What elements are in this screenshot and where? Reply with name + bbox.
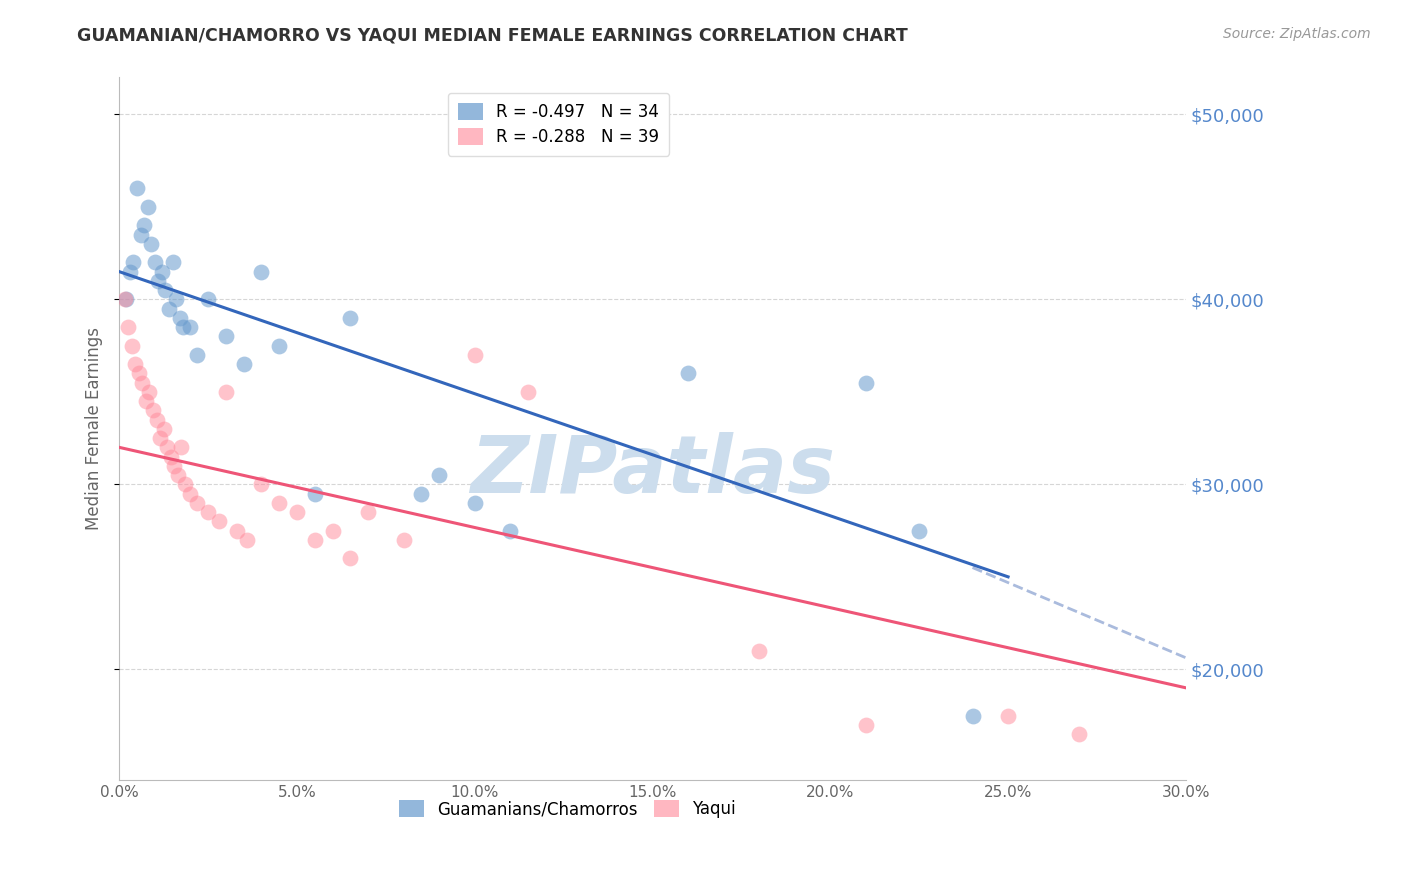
Text: ZIPatlas: ZIPatlas [470,432,835,510]
Point [143,255,166,269]
Point [141,236,163,251]
Point [162,255,184,269]
Point [339,551,361,566]
Point [129,227,152,242]
Point [232,357,254,371]
Point [174,477,197,491]
Point [122,255,145,269]
Point [250,477,273,491]
Point [114,293,136,307]
Point [464,348,486,362]
Point [962,708,984,723]
Point [124,357,146,371]
Point [215,329,238,343]
Point [142,403,165,417]
Point [138,384,160,399]
Point [499,524,522,538]
Point [165,293,187,307]
Point [269,496,291,510]
Point [236,533,259,547]
Point [149,431,172,445]
Point [156,441,179,455]
Point [1069,727,1091,741]
Point [150,265,173,279]
Point [125,181,148,195]
Point [186,348,208,362]
Point [118,265,141,279]
Point [208,514,231,528]
Point [304,533,326,547]
Point [157,301,180,316]
Point [464,496,486,510]
Point [997,708,1019,723]
Point [285,505,308,519]
Point [179,320,201,334]
Point [131,376,153,390]
Point [172,320,194,334]
Point [134,219,156,233]
Point [304,486,326,500]
Y-axis label: Median Female Earnings: Median Female Earnings [86,327,103,531]
Point [163,458,186,473]
Point [269,338,291,352]
Point [145,412,167,426]
Point [215,384,238,399]
Text: GUAMANIAN/CHAMORRO VS YAQUI MEDIAN FEMALE EARNINGS CORRELATION CHART: GUAMANIAN/CHAMORRO VS YAQUI MEDIAN FEMAL… [77,27,908,45]
Point [115,293,138,307]
Point [676,367,699,381]
Point [197,293,219,307]
Point [148,274,170,288]
Point [908,524,931,538]
Point [225,524,247,538]
Text: Source: ZipAtlas.com: Source: ZipAtlas.com [1223,27,1371,41]
Point [250,265,273,279]
Point [197,505,219,519]
Point [339,310,361,325]
Point [117,320,139,334]
Point [121,338,143,352]
Point [167,468,190,483]
Point [170,441,193,455]
Point [179,486,201,500]
Point [322,524,344,538]
Point [411,486,433,500]
Point [517,384,540,399]
Point [136,200,159,214]
Point [159,450,181,464]
Point [155,283,177,297]
Point [855,376,877,390]
Point [128,367,150,381]
Point [135,394,157,409]
Point [357,505,380,519]
Point [427,468,450,483]
Point [748,644,770,658]
Legend: Guamanians/Chamorros, Yaqui: Guamanians/Chamorros, Yaqui [392,793,742,825]
Point [855,718,877,732]
Point [186,496,208,510]
Point [152,422,174,436]
Point [392,533,415,547]
Point [169,310,191,325]
